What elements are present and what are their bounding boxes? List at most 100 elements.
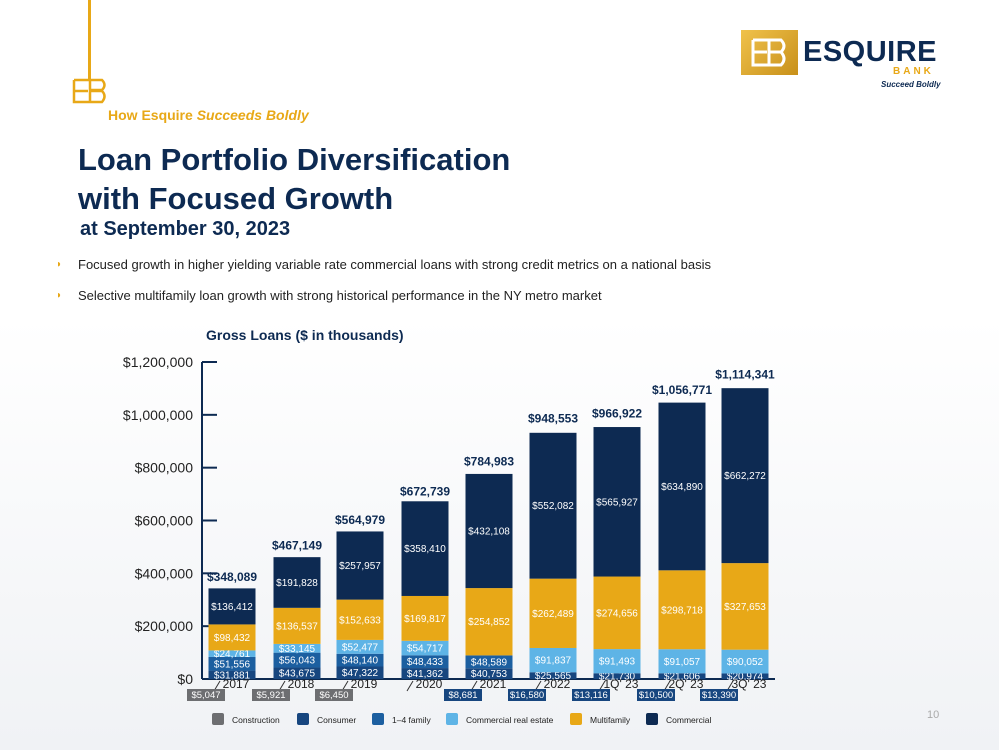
bullet-icon: ◗ [56, 259, 63, 270]
bar-value-label: $48,589 [471, 657, 508, 668]
legend-label: Construction [232, 715, 280, 725]
bar-value-label: $31,881 [214, 670, 251, 681]
bar-segment-consumer [593, 673, 641, 679]
bullet-icon: ◗ [56, 290, 63, 301]
bar-value-label: $136,412 [211, 602, 253, 613]
bar-segment-consumer [529, 672, 577, 679]
bar-value-label: $327,653 [724, 602, 766, 613]
construction-value-box [637, 689, 675, 701]
bar-value-label: $25,565 [535, 671, 572, 682]
bar-segment-multifamily [336, 599, 384, 640]
bar-segment-multifamily [658, 570, 706, 650]
bar-segment-1-4-family [336, 653, 384, 667]
bar-value-label: $91,057 [664, 657, 701, 668]
construction-value-label: $16,580 [510, 690, 544, 701]
logo-wordmark: ESQUIRE [803, 36, 938, 68]
bar-segment-multifamily [593, 576, 641, 650]
bar-value-label: $169,817 [404, 614, 446, 625]
x-category-label: 2017 [223, 677, 250, 691]
bar-segment-commercial [658, 402, 706, 571]
bar-segment-consumer [401, 668, 449, 679]
section-kicker: How Esquire Succeeds Boldly [108, 107, 309, 123]
bar-segment-commercial [336, 531, 384, 600]
eb-monogram-icon [72, 78, 106, 104]
x-category-label: 2020 [416, 677, 443, 691]
bar-segment-multifamily [529, 578, 577, 648]
bar-total-label: $966,922 [592, 407, 642, 421]
legend-swatch [297, 713, 309, 725]
bar-value-label: $21,606 [664, 672, 701, 683]
construction-value-box [700, 689, 738, 701]
legend-label: 1–4 family [392, 715, 431, 725]
bar-segment-consumer [465, 668, 513, 679]
bar-segment-commercial-real-estate [529, 647, 577, 673]
bar-segment-commercial [529, 432, 577, 579]
x-category-label: 2018 [288, 677, 315, 691]
construction-value-label: $8,681 [448, 690, 477, 701]
bar-value-label: $257,957 [339, 561, 381, 572]
bar-total-label: $784,983 [464, 455, 514, 469]
bar-segment-commercial-real-estate [658, 649, 706, 674]
x-category-label: 2021 [480, 677, 507, 691]
chart-title: Gross Loans ($ in thousands) [206, 327, 404, 343]
legend-swatch [212, 713, 224, 725]
bar-segment-1-4-family [401, 655, 449, 669]
bar-segment-consumer [273, 667, 321, 679]
bar-value-label: $24,761 [214, 649, 251, 660]
legend-label: Consumer [317, 715, 356, 725]
bar-total-label: $348,089 [207, 570, 257, 584]
bar-value-label: $662,272 [724, 471, 766, 482]
construction-value-box [252, 689, 290, 701]
bar-total-label: $1,114,341 [715, 368, 775, 382]
legend-swatch [570, 713, 582, 725]
bullet-item: ◗ Focused growth in higher yielding varia… [56, 257, 711, 272]
page-subtitle: at September 30, 2023 [80, 218, 291, 240]
bullet-item: ◗ Selective multifamily loan growth with … [56, 288, 602, 303]
bar-value-label: $56,043 [279, 656, 316, 667]
category-tick-slash [406, 680, 414, 692]
bar-segment-consumer [658, 673, 706, 679]
bar-segment-commercial-real-estate [721, 649, 769, 674]
bar-value-label: $136,537 [276, 621, 318, 632]
bar-segment-commercial-real-estate [273, 643, 321, 653]
construction-value-label: $13,116 [574, 690, 608, 701]
bar-segment-commercial [465, 473, 513, 589]
bar-total-label: $672,739 [400, 484, 450, 498]
bar-value-label: $552,082 [532, 501, 574, 512]
bar-segment-multifamily [465, 588, 513, 656]
bar-value-label: $91,837 [535, 656, 572, 667]
bar-value-label: $358,410 [404, 544, 446, 555]
y-tick-label: $400,000 [135, 565, 194, 581]
x-category-label: 3Q' 23 [732, 677, 767, 691]
legend-label: Commercial real estate [466, 715, 554, 725]
y-tick-label: $600,000 [135, 513, 194, 529]
bar-segment-commercial-real-estate [208, 650, 256, 657]
y-tick-label: $1,200,000 [123, 354, 193, 370]
bar-total-label: $467,149 [272, 539, 322, 553]
bar-value-label: $48,433 [407, 657, 444, 668]
legend-swatch [446, 713, 458, 725]
legend-label: Commercial [666, 715, 711, 725]
bar-value-label: $47,322 [342, 668, 379, 679]
bar-total-label: $564,979 [335, 513, 385, 527]
logo-tagline: Succeed Boldly [881, 80, 941, 89]
construction-value-box [508, 689, 546, 701]
legend-label: Multifamily [590, 715, 631, 725]
bar-value-label: $90,052 [727, 657, 764, 668]
bar-value-label: $634,890 [661, 482, 703, 493]
bar-segment-1-4-family [208, 656, 256, 671]
bar-value-label: $43,675 [279, 669, 316, 680]
bar-value-label: $565,927 [596, 497, 638, 508]
construction-value-label: $5,047 [191, 690, 220, 701]
bar-value-label: $432,108 [468, 527, 510, 538]
construction-value-label: $5,921 [256, 690, 285, 701]
bar-segment-consumer [336, 666, 384, 679]
bar-segment-commercial-real-estate [336, 639, 384, 654]
accent-line [88, 0, 91, 80]
construction-value-label: $10,500 [639, 690, 673, 701]
x-category-label: 2Q' 23 [669, 677, 704, 691]
y-tick-label: $1,000,000 [123, 407, 193, 423]
construction-value-box [187, 689, 225, 701]
bar-value-label: $54,717 [407, 644, 444, 655]
